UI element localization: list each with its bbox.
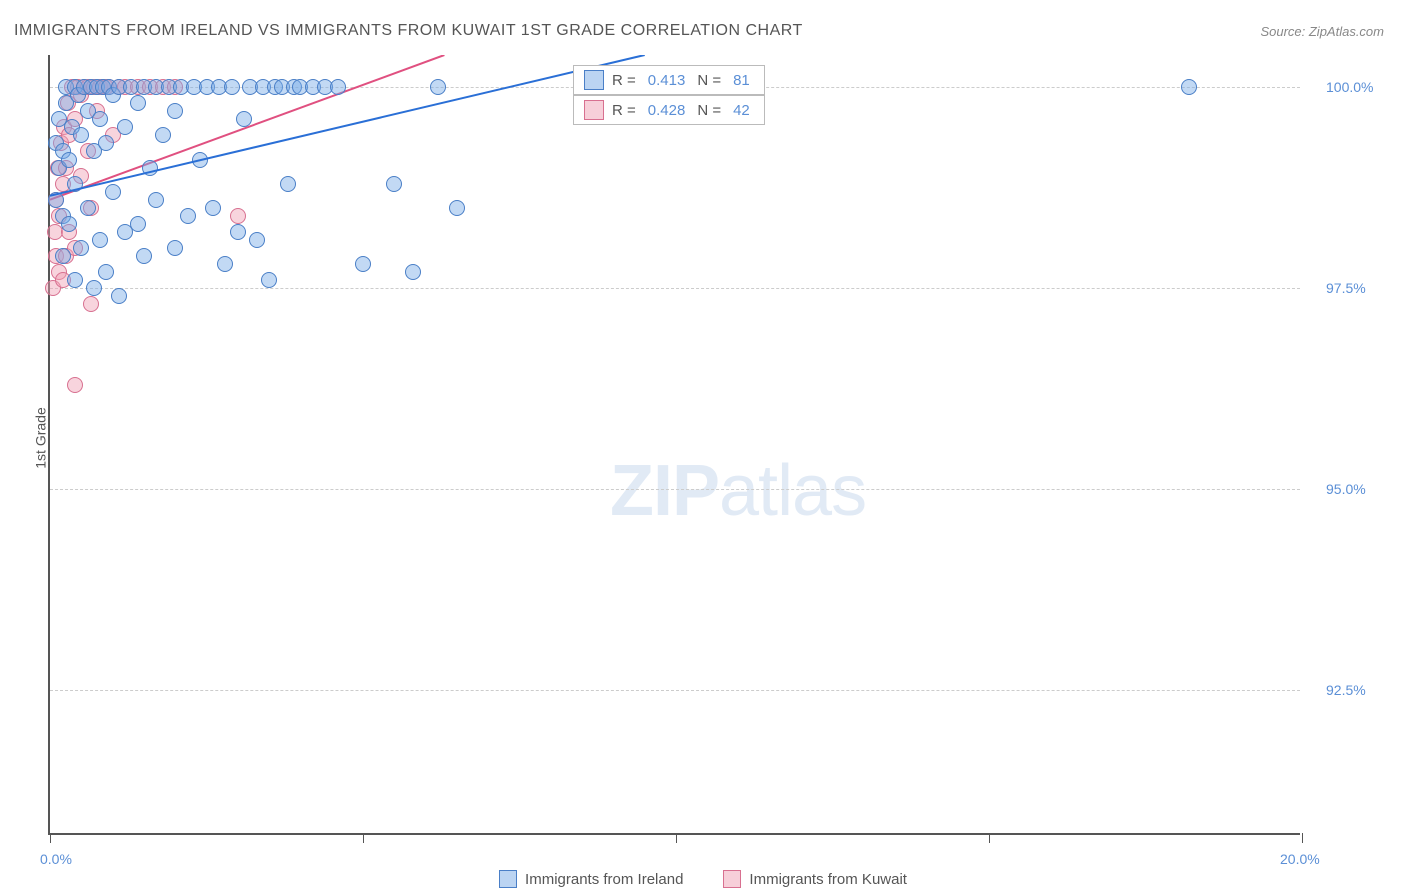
marker-ireland (136, 248, 152, 264)
marker-ireland (280, 176, 296, 192)
stats-n-label: N = (697, 102, 721, 119)
marker-ireland (111, 288, 127, 304)
marker-ireland (355, 256, 371, 272)
marker-ireland (155, 127, 171, 143)
marker-ireland (73, 127, 89, 143)
marker-ireland (117, 119, 133, 135)
marker-ireland (92, 232, 108, 248)
legend-label-kuwait: Immigrants from Kuwait (749, 871, 907, 888)
marker-ireland (130, 216, 146, 232)
y-tick-label: 97.5% (1326, 280, 1366, 296)
legend: Immigrants from Ireland Immigrants from … (0, 870, 1406, 888)
y-tick-label: 100.0% (1326, 79, 1373, 95)
stats-n-value: 81 (733, 72, 750, 89)
marker-ireland (449, 200, 465, 216)
marker-ireland (142, 160, 158, 176)
source-attribution: Source: ZipAtlas.com (1260, 24, 1384, 39)
marker-ireland (217, 256, 233, 272)
gridline-h (50, 489, 1300, 490)
legend-swatch-ireland (499, 870, 517, 888)
legend-label-ireland: Immigrants from Ireland (525, 871, 683, 888)
source-name: ZipAtlas.com (1309, 24, 1384, 39)
marker-ireland (86, 280, 102, 296)
marker-ireland (98, 135, 114, 151)
marker-ireland (98, 264, 114, 280)
x-tick (363, 833, 364, 843)
marker-kuwait (83, 296, 99, 312)
marker-ireland (386, 176, 402, 192)
stats-r-value: 0.413 (648, 72, 686, 89)
marker-ireland (61, 152, 77, 168)
marker-ireland (224, 79, 240, 95)
stats-n-label: N = (697, 72, 721, 89)
marker-ireland (192, 152, 208, 168)
stats-n-value: 42 (733, 102, 750, 119)
marker-ireland (92, 111, 108, 127)
legend-swatch-kuwait (723, 870, 741, 888)
marker-ireland (61, 216, 77, 232)
x-axis-label-min: 0.0% (40, 851, 72, 867)
x-tick (1302, 833, 1303, 843)
stats-swatch-ireland (584, 70, 604, 90)
marker-ireland (105, 184, 121, 200)
marker-kuwait (230, 208, 246, 224)
x-tick (676, 833, 677, 843)
y-tick-label: 92.5% (1326, 682, 1366, 698)
stats-row-kuwait: R = 0.428 N = 42 (573, 95, 765, 125)
marker-kuwait (67, 377, 83, 393)
y-axis-title: 1st Grade (33, 407, 49, 468)
marker-ireland (405, 264, 421, 280)
legend-item-kuwait: Immigrants from Kuwait (723, 870, 907, 888)
marker-ireland (180, 208, 196, 224)
watermark-atlas: atlas (719, 451, 866, 531)
watermark: ZIPatlas (610, 450, 866, 532)
marker-ireland (73, 240, 89, 256)
stats-r-label: R = (612, 102, 636, 119)
stats-row-ireland: R = 0.413 N = 81 (573, 65, 765, 95)
gridline-h (50, 690, 1300, 691)
marker-ireland (261, 272, 277, 288)
marker-ireland (249, 232, 265, 248)
marker-ireland (430, 79, 446, 95)
marker-ireland (67, 176, 83, 192)
marker-ireland (55, 248, 71, 264)
marker-ireland (80, 200, 96, 216)
marker-ireland (48, 192, 64, 208)
stats-r-value: 0.428 (648, 102, 686, 119)
trend-line-ireland (50, 55, 1302, 835)
legend-item-ireland: Immigrants from Ireland (499, 870, 683, 888)
marker-ireland (130, 95, 146, 111)
marker-ireland (148, 192, 164, 208)
x-tick (50, 833, 51, 843)
gridline-h (50, 288, 1300, 289)
marker-ireland (167, 240, 183, 256)
stats-r-label: R = (612, 72, 636, 89)
marker-ireland (167, 103, 183, 119)
scatter-plot-area: ZIPatlas (48, 55, 1300, 835)
x-tick (989, 833, 990, 843)
marker-ireland (230, 224, 246, 240)
marker-ireland (1181, 79, 1197, 95)
chart-title: IMMIGRANTS FROM IRELAND VS IMMIGRANTS FR… (14, 22, 803, 40)
marker-ireland (236, 111, 252, 127)
watermark-zip: ZIP (610, 451, 719, 531)
marker-ireland (205, 200, 221, 216)
source-label: Source: (1260, 24, 1308, 39)
y-tick-label: 95.0% (1326, 481, 1366, 497)
marker-ireland (330, 79, 346, 95)
trend-line-kuwait (50, 55, 1302, 835)
stats-swatch-kuwait (584, 100, 604, 120)
marker-ireland (67, 272, 83, 288)
x-axis-label-max: 20.0% (1280, 851, 1320, 867)
